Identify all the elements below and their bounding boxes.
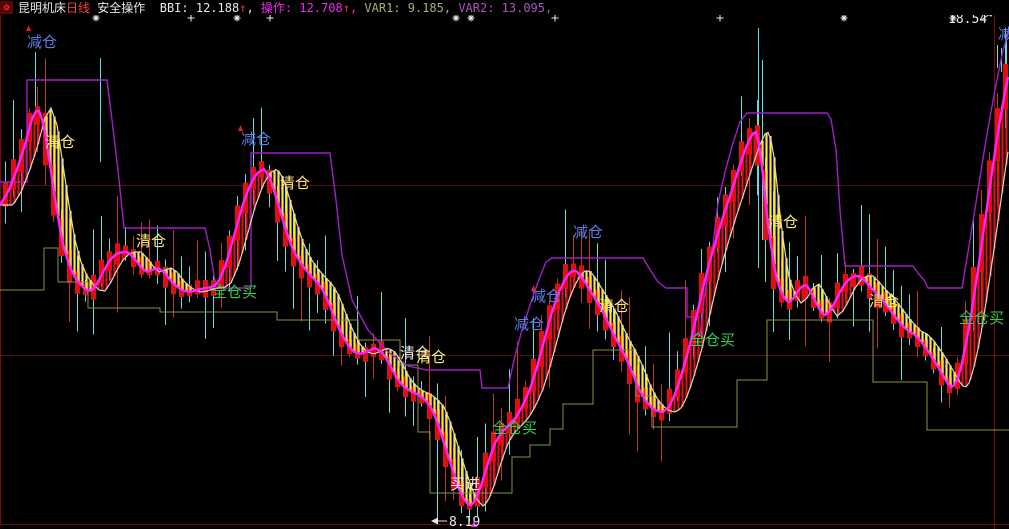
title-segment: ↑ bbox=[342, 0, 350, 15]
title-segment: VAR2: 13.095, bbox=[458, 0, 553, 15]
signal-label: 减 bbox=[998, 25, 1009, 43]
title-segment: , bbox=[246, 0, 261, 15]
ma-diff-bars-layer bbox=[1, 87, 1008, 506]
signal-label: 减仓 bbox=[27, 33, 57, 51]
signal-label: 减仓 bbox=[531, 287, 561, 305]
signal-label: 清仓 bbox=[280, 174, 310, 192]
signal-ticks-layer bbox=[26, 25, 536, 527]
signal-label: 减仓 bbox=[241, 130, 271, 148]
signal-label: 清仓 bbox=[136, 232, 166, 250]
title-segment: VAR1: 9.185, bbox=[364, 0, 459, 15]
signal-label: 减仓 bbox=[573, 223, 603, 241]
signal-label: 全仓买 bbox=[959, 309, 1004, 327]
top-markers-layer bbox=[92, 14, 957, 22]
title-indicator-readout: 昆明机床日线 安全操作 BBI: 12.188↑, 操作: 12.708↑, V… bbox=[18, 1, 552, 15]
signal-label: 买进 bbox=[450, 475, 480, 493]
signal-label: 清仓 bbox=[45, 133, 75, 151]
signal-label: 清仓 bbox=[768, 213, 798, 231]
app-flower-icon[interactable]: ✿ bbox=[0, 1, 13, 14]
title-bar: ✿ 昆明机床日线 安全操作 BBI: 12.188↑, 操作: 12.708↑,… bbox=[0, 0, 1009, 15]
signal-label: 全仓买 bbox=[492, 419, 537, 437]
title-segment: BBI: 12.188 bbox=[159, 0, 240, 15]
signal-label: 清仓 bbox=[400, 344, 430, 362]
title-segment: 操作: 12.708 bbox=[260, 0, 343, 15]
title-segment: 安全操作 bbox=[90, 0, 160, 15]
signal-label: 清仓 bbox=[599, 297, 629, 315]
signal-label: 全仓买 bbox=[212, 283, 257, 301]
signal-label: 全仓买 bbox=[690, 331, 735, 349]
price-annotations-layer: 8.19 18.54 bbox=[431, 11, 994, 529]
title-segment: , bbox=[349, 0, 365, 15]
channel-bands-layer bbox=[0, 27, 1009, 494]
signal-label: 清仓 bbox=[869, 292, 899, 310]
title-segment: 日线 bbox=[66, 0, 91, 15]
title-segment: 昆明机床 bbox=[18, 0, 67, 15]
ma-lines-layer bbox=[0, 76, 1009, 507]
title-segment: ↑ bbox=[239, 0, 247, 15]
high-price-label: 18.54 bbox=[948, 12, 987, 27]
low-price-label: 8.19 bbox=[449, 515, 480, 529]
signal-labels-layer: 减仓清仓清仓减仓清仓全仓买清仓清仓减仓减仓减仓清仓全仓买买进清仓全仓买清仓全仓买… bbox=[27, 25, 1009, 493]
signal-label: 减仓 bbox=[514, 315, 544, 333]
signal-label: 清仓 bbox=[416, 348, 446, 366]
